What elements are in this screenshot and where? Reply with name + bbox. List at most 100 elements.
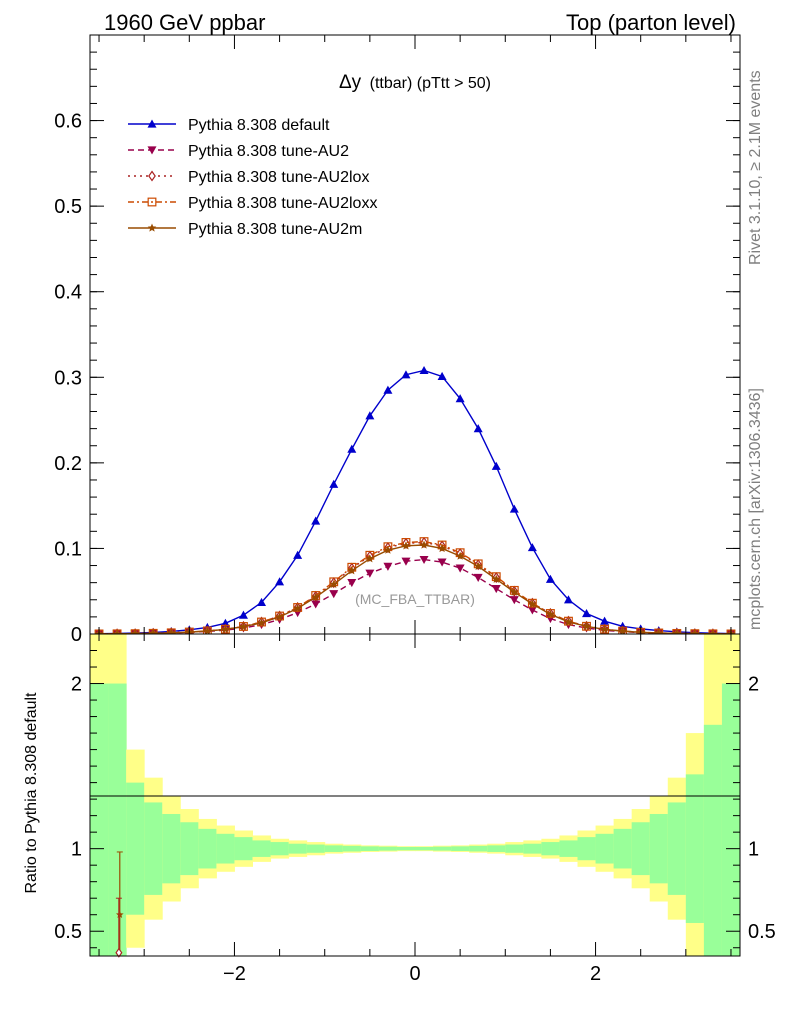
- legend-entry: Pythia 8.308 tune-AU2: [128, 143, 349, 160]
- data-point: [600, 616, 610, 625]
- data-point: [347, 566, 357, 575]
- data-point: [563, 595, 573, 604]
- main-axis-ticks: 0 0.1 0.2 0.3 0.4 0.5 0.6: [54, 34, 740, 646]
- green-band: [631, 822, 651, 876]
- ratio-y-tick-label: 2: [71, 674, 82, 696]
- y-tick-label: 0: [71, 624, 82, 646]
- data-point: [329, 579, 339, 589]
- ratio-ylabel: Ratio to Pythia 8.308 default: [23, 692, 40, 894]
- legend-marker: [147, 223, 157, 232]
- green-band: [162, 813, 181, 884]
- data-point: [238, 610, 248, 619]
- green-band: [396, 847, 416, 851]
- data-point: [455, 394, 465, 403]
- mcplots-label: mcplots.cern.ch [arXiv:1306.3436]: [747, 388, 764, 630]
- data-point: [672, 628, 682, 634]
- legend-label: Pythia 8.308 default: [188, 117, 330, 134]
- data-point: [311, 516, 321, 525]
- legend-marker: [147, 119, 157, 128]
- data-point: [401, 541, 411, 550]
- data-point: [491, 585, 501, 594]
- green-band: [234, 837, 253, 861]
- title-rest: (ttbar) (pTtt > 50): [370, 75, 491, 92]
- data-point: [437, 371, 447, 381]
- data-point: [383, 385, 393, 394]
- green-band: [649, 813, 669, 884]
- ratio-y-tick-label: 1: [71, 839, 82, 861]
- series-line: [99, 544, 731, 634]
- data-point: [401, 557, 411, 566]
- data-point: [546, 609, 555, 618]
- green-band: [415, 847, 434, 851]
- header-left: 1960 GeV ppbar: [104, 10, 265, 35]
- data-point: [311, 591, 321, 600]
- y-tick-label: 0.1: [54, 538, 82, 560]
- legend-label: Pythia 8.308 tune-AU2m: [188, 221, 362, 238]
- data-point: [221, 624, 230, 634]
- y-tick-label: 0.4: [54, 282, 82, 304]
- data-point: [293, 603, 302, 612]
- legend: Pythia 8.308 default Pythia 8.308 tune-AU…: [128, 117, 377, 238]
- data-point: [527, 606, 537, 615]
- x-tick-label: 0: [409, 963, 420, 985]
- green-band: [126, 782, 145, 915]
- data-point: [545, 574, 555, 583]
- data-point: [329, 590, 339, 599]
- green-band: [523, 843, 542, 854]
- green-band: [703, 724, 723, 956]
- data-point: [708, 629, 718, 634]
- green-band: [721, 683, 741, 956]
- data-point: [510, 587, 519, 596]
- data-point: [473, 561, 483, 571]
- legend-entry: Pythia 8.308 tune-AU2loxx: [128, 195, 377, 212]
- header-right: Top (parton level): [566, 10, 736, 35]
- green-band: [487, 845, 506, 852]
- data-point: [419, 555, 429, 565]
- legend-label: Pythia 8.308 tune-AU2lox: [188, 169, 369, 186]
- data-point: [437, 543, 447, 553]
- data-point: [582, 608, 592, 618]
- green-band: [685, 774, 705, 923]
- data-point: [365, 554, 375, 563]
- data-point: [600, 624, 609, 634]
- green-band: [216, 833, 235, 864]
- data-point: [293, 550, 303, 559]
- ratio-frame: [89, 633, 741, 957]
- green-band: [306, 844, 326, 853]
- data-point: [203, 626, 212, 634]
- green-band: [451, 846, 470, 851]
- green-band: [144, 802, 163, 895]
- y-tick-label: 0.2: [54, 453, 82, 475]
- data-point: [527, 543, 537, 552]
- data-point: [311, 600, 321, 609]
- data-point: [257, 618, 266, 627]
- data-point: [564, 616, 573, 626]
- legend-entry: Pythia 8.308 default: [128, 117, 330, 134]
- green-band: [559, 840, 578, 857]
- green-band: [198, 828, 217, 869]
- y-tick-label: 0.6: [54, 111, 82, 133]
- chart-title: Δy (ttbar) (pTtt > 50): [339, 72, 491, 93]
- y-tick-label: 0.3: [54, 367, 82, 389]
- data-point: [582, 621, 591, 630]
- rivet-version-label: Rivet 3.1.10, ≥ 2.1M events: [747, 70, 764, 265]
- ratio-y-tick-label-right: 0.5: [748, 921, 776, 943]
- ratio-marker: [115, 910, 124, 918]
- legend-marker: [147, 146, 157, 155]
- main-curves: [94, 365, 736, 634]
- data-point: [654, 628, 664, 634]
- green-band: [577, 837, 597, 861]
- green-band: [270, 842, 290, 856]
- data-point: [509, 585, 519, 595]
- data-point: [455, 551, 465, 560]
- x-tick-label: −2: [223, 963, 246, 985]
- ratio-points: [115, 851, 124, 958]
- data-point: [112, 629, 122, 634]
- ratio-y-tick-label-right: 1: [748, 839, 759, 861]
- data-point: [491, 461, 501, 470]
- data-point: [401, 370, 411, 379]
- data-point: [564, 617, 573, 626]
- data-point: [545, 609, 555, 618]
- legend-entry: Pythia 8.308 tune-AU2lox: [128, 169, 369, 186]
- legend-label: Pythia 8.308 tune-AU2: [188, 143, 349, 160]
